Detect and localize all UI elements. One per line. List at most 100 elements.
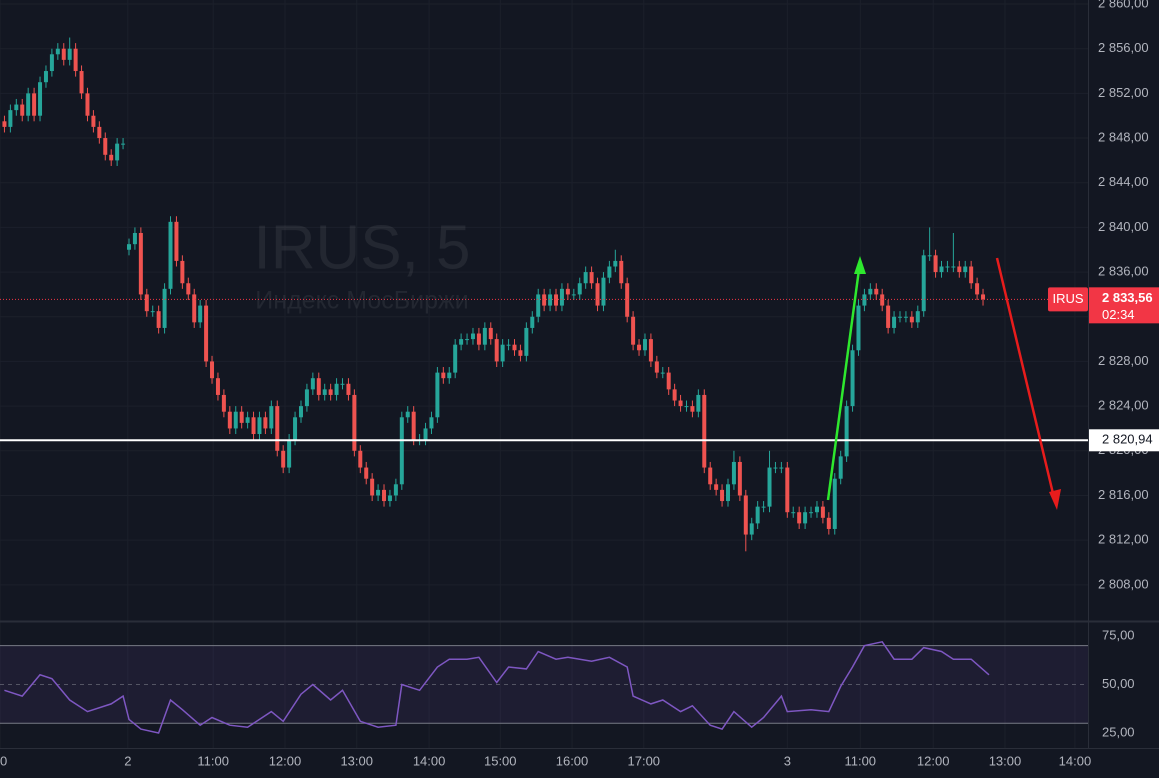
y-tick-label: 2 828,00 (1098, 353, 1149, 368)
candle-body (773, 467, 778, 469)
candle-body (109, 154, 114, 161)
x-tick-label: 2 (124, 753, 131, 768)
candle-body (2, 121, 7, 127)
last-price-badge (1089, 287, 1159, 324)
x-tick-label: 17:00 (628, 753, 661, 768)
candle-body (856, 305, 861, 351)
candle-body (138, 232, 143, 295)
candle-body (897, 316, 902, 318)
watermark-title: IRUS, 5 (253, 213, 470, 282)
candle-body (607, 266, 612, 278)
candle-body (465, 339, 470, 341)
candle-body (684, 406, 689, 408)
candle-body (809, 512, 814, 514)
x-tick-label: 13:00 (989, 753, 1022, 768)
candle-body (174, 221, 179, 261)
candle-body (654, 361, 659, 373)
candle-body (304, 389, 309, 407)
candle-body (382, 489, 387, 502)
candle-body (559, 288, 564, 306)
candle-body (97, 126, 102, 139)
candle-body (423, 428, 428, 440)
y-tick-label: 2 844,00 (1098, 174, 1149, 189)
y-tick-label: 25,00 (1102, 724, 1135, 739)
candle-body (429, 417, 434, 429)
candle-body (91, 115, 96, 127)
candle-body (589, 272, 594, 284)
candle-body (548, 294, 553, 306)
y-tick-label: 2 824,00 (1098, 398, 1149, 413)
candle-body (903, 316, 908, 318)
candle-body (850, 350, 855, 407)
candle-body (387, 495, 392, 502)
candle-body (180, 260, 185, 284)
watermark-subtitle: Индекс МосБиржи (255, 287, 468, 315)
candle-body (909, 316, 914, 323)
candle-body (370, 478, 375, 496)
candle-body (8, 110, 13, 127)
candle-body (648, 339, 653, 362)
candle-body (915, 311, 920, 323)
candle-body (690, 406, 695, 412)
candle-body (737, 461, 742, 496)
candle-body (204, 305, 209, 362)
candle-body (957, 266, 962, 273)
candle-body (251, 417, 256, 435)
candle-body (554, 294, 559, 306)
candle-body (310, 378, 315, 390)
candle-body (625, 283, 630, 317)
candle-body (393, 484, 398, 496)
candle-body (482, 327, 487, 345)
candle-body (198, 305, 203, 323)
candle-body (743, 495, 748, 535)
x-tick-label: 11:00 (197, 753, 229, 768)
candle-body (755, 506, 760, 524)
candle-body (352, 394, 357, 451)
candle-body (150, 311, 155, 313)
candle-body (441, 372, 446, 379)
candle-body (447, 372, 452, 379)
candle-body (749, 523, 754, 535)
countdown-label: 02:34 (1102, 307, 1135, 322)
candle-body (49, 54, 54, 72)
candle-body (886, 305, 891, 328)
candle-body (85, 93, 90, 116)
candle-body (951, 266, 956, 268)
x-tick-label: 15:00 (484, 753, 517, 768)
candle-body (453, 344, 458, 373)
candle-body (921, 255, 926, 312)
candle-body (708, 467, 713, 485)
candle-body (631, 316, 636, 345)
candle-body (939, 266, 944, 273)
candle-body (494, 339, 499, 362)
candle-body (61, 48, 66, 60)
candle-body (666, 372, 671, 390)
candle-body (215, 378, 220, 395)
candle-body (257, 417, 262, 435)
candle-body (470, 333, 475, 340)
candle-body (720, 489, 725, 502)
candle-body (826, 517, 831, 529)
y-tick-label: 2 856,00 (1098, 40, 1149, 55)
y-tick-label: 2 860,00 (1098, 0, 1149, 10)
candle-body (844, 406, 849, 457)
candle-body (79, 71, 84, 94)
candle-body (601, 277, 606, 306)
x-tick-label: 3 (784, 753, 791, 768)
candle-body (571, 294, 576, 296)
candle-body (67, 48, 72, 60)
x-tick-label: 14:00 (413, 753, 446, 768)
candle-body (583, 272, 588, 284)
y-tick-label: 2 840,00 (1098, 219, 1149, 234)
candle-body (506, 344, 511, 346)
candle-body (168, 221, 173, 289)
candle-body (702, 394, 707, 468)
candle-body (263, 417, 268, 429)
candle-body (642, 339, 647, 351)
candle-body (43, 71, 48, 83)
up-arrow (826, 261, 862, 501)
x-tick-label: 11:00 (844, 753, 876, 768)
candle-body (322, 389, 327, 395)
